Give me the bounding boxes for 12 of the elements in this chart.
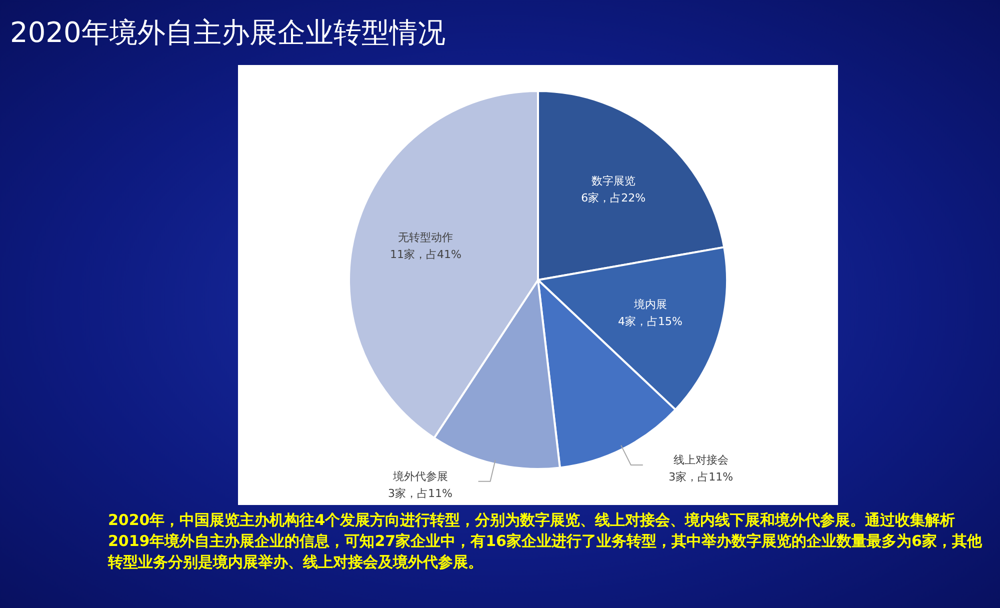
slice-label: 无转型动作 (398, 230, 454, 244)
slice-label: 境内展 (632, 298, 667, 311)
chart-title: 2020年境外自主办展企业转型情况 (10, 15, 446, 51)
data-label: 3家，占11% (388, 486, 452, 500)
data-label: 4家，占15% (618, 314, 682, 328)
slice-label: 线上对接会 (673, 453, 728, 466)
data-label: 6家，占22% (581, 192, 646, 205)
data-label: 11家，占41% (390, 248, 462, 261)
text: 2020年，中国展览主办机构往4个发展方向进行转型，分别为数字展览、线上对接会、境内线下展和境外代参展。通过收集解析2019年境外自主办展企业的信息，可知27家企业中，有16家企业进行了业务转型，其中举办数字展览的企业数量最多为6家，其他转型业务分别是境内展举办、线上对接会及境外代参展。 (108, 510, 983, 573)
slice-label: 数字展览 (591, 174, 636, 188)
slice-label: 境外代参展 (392, 470, 448, 483)
data-label: 3家，占11% (668, 470, 734, 484)
